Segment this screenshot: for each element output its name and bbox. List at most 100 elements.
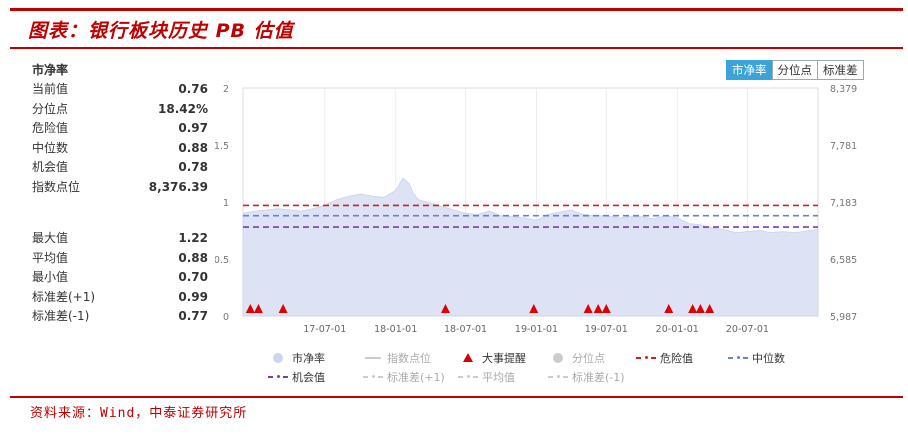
legend-item[interactable]: 分位点 xyxy=(548,350,605,366)
event-marker xyxy=(601,304,611,313)
metric-toggle-group: 市净率 分位点 标准差 xyxy=(726,60,864,80)
x-tick-label: 19-07-01 xyxy=(585,324,628,335)
legend-label: 标准差(-1) xyxy=(572,371,625,384)
stat-row-index-level: 指数点位 8,376.39 xyxy=(32,178,208,198)
stat-value: 8,376.39 xyxy=(148,179,208,194)
event-marker xyxy=(529,304,539,313)
bottom-rule xyxy=(10,396,903,398)
stat-label: 危险值 xyxy=(32,121,69,136)
legend-item[interactable]: 危险值 xyxy=(636,350,693,366)
event-marker xyxy=(688,304,698,313)
dash-legend-icon xyxy=(636,353,658,363)
stat-value: 0.97 xyxy=(178,121,208,136)
stat-value: 0.70 xyxy=(178,270,208,285)
pb-chart: 0 0.5 1 1.5 2 5,987 6,585 7,183 7,781 8,379 17-07-… xyxy=(215,84,857,335)
stat-row-min: 最小值 0.70 xyxy=(32,268,208,288)
pb-area-series xyxy=(242,177,819,317)
x-tick-label: 19-01-01 xyxy=(515,324,558,335)
stat-row-mean: 平均值 0.88 xyxy=(32,249,208,269)
legend-item[interactable]: 标准差(-1) xyxy=(548,369,625,385)
stat-label: 当前值 xyxy=(32,82,69,96)
legend-label: 分位点 xyxy=(572,352,605,365)
legend-item[interactable]: 市净率 xyxy=(268,350,325,366)
y-right-tick-label: 7,183 xyxy=(830,198,857,209)
stats-bottom: 最大值 1.22 平均值 0.88 最小值 0.70 标准差(+1) 0.99 … xyxy=(32,229,208,327)
x-tick-label: 17-07-01 xyxy=(303,324,346,335)
stat-row-danger: 危险值 0.97 xyxy=(32,119,208,139)
percentile-button[interactable]: 分位点 xyxy=(771,60,818,80)
x-tick-label: 20-07-01 xyxy=(726,324,769,335)
y-left-tick-label: 2 xyxy=(223,84,229,95)
figure-title: 图表：银行板块历史 PB 估值 xyxy=(28,20,294,42)
legend-item[interactable]: 中位数 xyxy=(728,350,785,366)
triangle-legend-icon xyxy=(458,353,480,363)
stat-row-std-plus: 标准差(+1) 0.99 xyxy=(32,288,208,308)
y-right-tick-label: 6,585 xyxy=(830,255,857,266)
stat-row-current: 当前值 0.76 xyxy=(32,80,208,100)
legend-label: 标准差(+1) xyxy=(387,371,445,384)
stat-label: 标准差(+1) xyxy=(32,289,96,304)
y-right-tick-label: 7,781 xyxy=(830,141,857,152)
stat-value: 0.76 xyxy=(178,82,208,96)
legend-item[interactable]: 平均值 xyxy=(458,369,515,385)
stat-value: 0.77 xyxy=(178,309,208,324)
stat-value: 0.88 xyxy=(178,250,208,265)
stat-row-std-minus: 标准差(-1) 0.77 xyxy=(32,307,208,327)
y-right-tick-label: 8,379 xyxy=(830,84,857,95)
source-note: 资料来源：Wind，中泰证券研究所 xyxy=(30,406,248,421)
stat-label: 最小值 xyxy=(32,270,69,285)
legend-label: 指数点位 xyxy=(387,352,431,365)
event-marker xyxy=(695,304,705,313)
legend-item[interactable]: 大事提醒 xyxy=(458,350,526,366)
dot-legend-icon xyxy=(268,353,290,363)
stat-label: 中位数 xyxy=(32,140,69,155)
y-left-tick-label: 1.5 xyxy=(215,141,229,152)
event-marker xyxy=(253,304,263,313)
panel-title: 市净率 xyxy=(32,63,69,77)
event-marker xyxy=(593,304,603,313)
legend-item[interactable]: 指数点位 xyxy=(363,350,431,366)
stat-row-max: 最大值 1.22 xyxy=(32,229,208,249)
y-right-tick-label: 5,987 xyxy=(830,312,857,323)
event-marker xyxy=(664,304,674,313)
stat-row-percentile: 分位点 18.42% xyxy=(32,100,208,120)
y-left-tick-label: 0.5 xyxy=(215,255,229,266)
dash-legend-icon xyxy=(363,372,385,382)
legend-label: 平均值 xyxy=(482,371,515,384)
legend-item[interactable]: 标准差(+1) xyxy=(363,369,445,385)
event-marker xyxy=(705,304,715,313)
x-tick-label: 18-07-01 xyxy=(444,324,487,335)
line-legend-icon xyxy=(363,353,385,363)
event-marker xyxy=(440,304,450,313)
y-left-tick-label: 1 xyxy=(223,198,229,209)
y-left-tick-label: 0 xyxy=(223,312,229,323)
stat-label: 指数点位 xyxy=(32,179,81,194)
event-marker xyxy=(583,304,593,313)
pb-button[interactable]: 市净率 xyxy=(726,60,773,80)
stat-label: 标准差(-1) xyxy=(32,309,90,324)
legend-label: 机会值 xyxy=(292,371,325,384)
stat-value: 18.42% xyxy=(158,101,208,116)
stat-label: 平均值 xyxy=(32,250,69,265)
stat-row-median: 中位数 0.88 xyxy=(32,139,208,159)
legend-item[interactable]: 机会值 xyxy=(268,369,325,385)
x-tick-label: 20-01-01 xyxy=(656,324,699,335)
stat-value: 0.99 xyxy=(178,289,208,304)
stat-value: 0.78 xyxy=(178,160,208,175)
dot-legend-icon xyxy=(548,353,570,363)
dash-legend-icon xyxy=(548,372,570,382)
top-rule xyxy=(10,8,903,11)
stat-value: 1.22 xyxy=(178,231,208,245)
legend-label: 危险值 xyxy=(660,352,693,365)
stat-label: 分位点 xyxy=(32,101,69,116)
dash-legend-icon xyxy=(458,372,480,382)
dash-legend-icon xyxy=(268,372,290,382)
legend-label: 中位数 xyxy=(752,352,785,365)
stat-label: 最大值 xyxy=(32,231,69,245)
stat-value: 0.88 xyxy=(178,140,208,155)
legend-label: 大事提醒 xyxy=(482,352,526,365)
dash-legend-icon xyxy=(728,353,750,363)
std-dev-button[interactable]: 标准差 xyxy=(817,60,864,80)
stats-top: 当前值 0.76 分位点 18.42% 危险值 0.97 中位数 0.88 机会… xyxy=(32,80,208,198)
title-rule xyxy=(10,47,903,49)
